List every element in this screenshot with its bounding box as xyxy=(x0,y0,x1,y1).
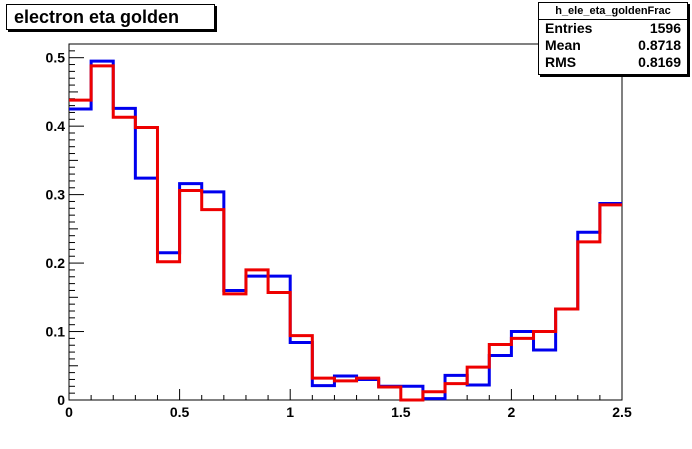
stats-box: h_ele_eta_goldenFrac Entries 1596 Mean 0… xyxy=(538,2,688,75)
y-tick-label: 0.1 xyxy=(46,324,66,340)
stats-row-mean: Mean 0.8718 xyxy=(539,37,687,54)
x-tick-label: 2.5 xyxy=(612,404,632,420)
x-axis: 0 0.5 1 1.5 2 2.5 xyxy=(65,389,632,420)
y-tick-label: 0.3 xyxy=(46,187,66,203)
y-tick-label: 0.4 xyxy=(46,118,66,134)
y-axis: 0 0.1 0.2 0.3 0.4 0.5 xyxy=(46,43,84,408)
stats-value: 0.8718 xyxy=(638,37,681,53)
stats-row-entries: Entries 1596 xyxy=(539,20,687,37)
series-group xyxy=(69,59,622,402)
plot-frame xyxy=(68,43,623,401)
y-tick-label: 0.5 xyxy=(46,50,66,66)
stats-label: Entries xyxy=(545,20,593,36)
x-tick-label: 1.5 xyxy=(391,404,411,420)
x-tick-label: 0.5 xyxy=(170,404,190,420)
stats-label: Mean xyxy=(545,37,581,53)
chart-title: electron eta golden xyxy=(6,4,215,30)
x-tick-label: 0 xyxy=(65,404,73,420)
stats-value: 0.8169 xyxy=(638,54,681,70)
x-tick-label: 2 xyxy=(508,404,516,420)
stats-label: RMS xyxy=(545,54,577,70)
stats-value: 1596 xyxy=(649,20,681,36)
x-tick-label: 1 xyxy=(286,404,294,420)
histogram-series-1 xyxy=(69,59,622,401)
stats-row-rms: RMS 0.8169 xyxy=(539,54,687,71)
stats-hist-name: h_ele_eta_goldenFrac xyxy=(539,3,687,20)
y-tick-label: 0 xyxy=(57,392,65,408)
y-tick-label: 0.2 xyxy=(46,255,66,271)
histogram-series-2 xyxy=(69,64,622,402)
